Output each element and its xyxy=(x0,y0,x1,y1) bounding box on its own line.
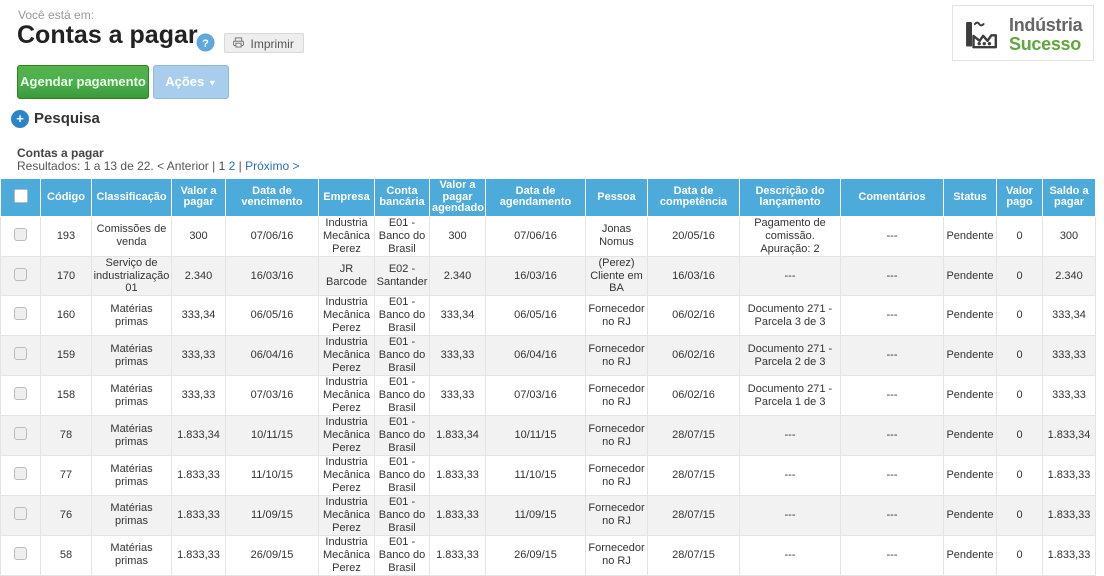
svg-text:?: ? xyxy=(202,38,209,50)
svg-text:+: + xyxy=(16,111,24,126)
